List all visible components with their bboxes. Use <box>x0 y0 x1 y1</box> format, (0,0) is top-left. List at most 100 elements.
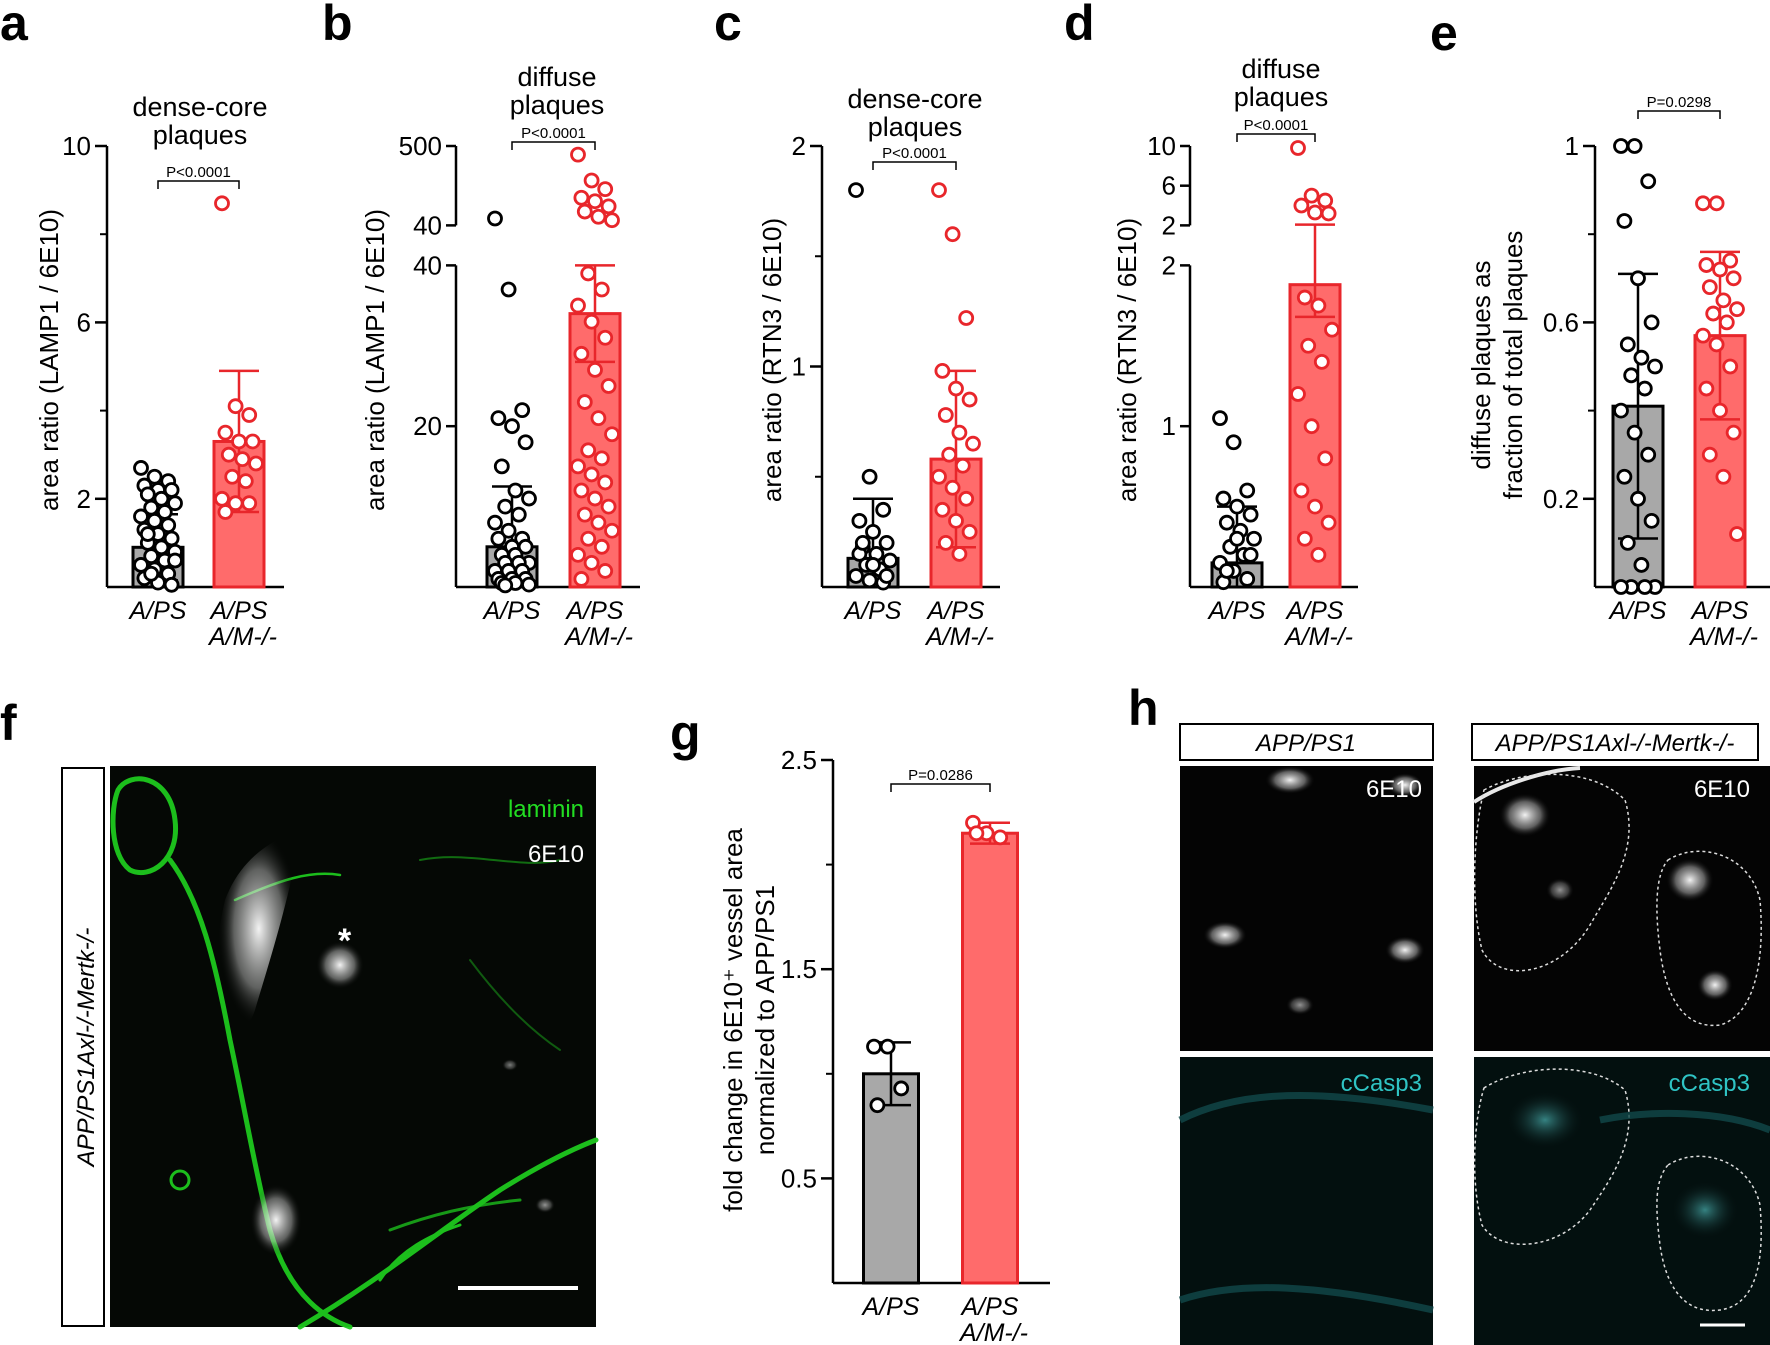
h-ccasp3-signal-2 <box>1670 1180 1740 1240</box>
e-pvalue-bracket <box>1637 110 1721 119</box>
h-col2-box <box>1471 723 1759 761</box>
laminin-vessel-main <box>167 857 353 1330</box>
b-category-label-2-2: A/M-/- <box>563 623 633 651</box>
b-point-2-1 <box>583 172 600 189</box>
g-bar-2 <box>961 831 1019 1285</box>
d-point-2-13 <box>1317 450 1334 467</box>
c-point-2-7 <box>951 424 968 441</box>
b-point-1-12 <box>500 522 517 539</box>
b-point-2-20 <box>580 442 597 459</box>
d-point-2-14 <box>1293 482 1310 499</box>
a-ylabel-1: area ratio (LAMP1 / 6E10) <box>34 209 64 511</box>
a-point-2-6 <box>220 446 237 463</box>
h-ccasp3-signal-1 <box>1505 1090 1585 1150</box>
c-point-2-15 <box>948 512 964 529</box>
6e10-speck-2 <box>502 1059 518 1071</box>
e-ylabel-1: diffuse plaques as <box>1466 260 1496 469</box>
b-point-2-5 <box>600 198 617 215</box>
c-point-2-5 <box>961 391 978 408</box>
e-point-2-14 <box>1698 380 1715 397</box>
d-category-label-2-2: A/M-/- <box>1283 623 1353 651</box>
d-point-2-3 <box>1293 197 1310 214</box>
d-ytick-label-0-1: 1 <box>1162 411 1176 441</box>
h-outline-4 <box>1656 1155 1762 1312</box>
a-point-2-5 <box>244 433 261 450</box>
e-ytick-label-1: 1 <box>1565 131 1579 161</box>
h-col1-box <box>1179 723 1434 761</box>
d-point-2-16 <box>1320 514 1337 531</box>
e-point-1-22 <box>1613 579 1629 595</box>
b-ytick-label-0-40: 40 <box>413 250 442 280</box>
e-point-1-21 <box>1636 579 1653 595</box>
d-point-2-15 <box>1307 498 1323 515</box>
c-point-2-10 <box>954 457 971 474</box>
g-point-1-3 <box>869 1097 886 1114</box>
e-point-2-16 <box>1725 424 1742 441</box>
b-point-2-4 <box>587 193 603 210</box>
c-point-1-0 <box>848 182 864 199</box>
h-tissue-band-2 <box>1178 1284 1434 1314</box>
laminin-branch-3 <box>419 856 561 864</box>
micrograph-h: APP/PS1 APP/PS1Axl-/-Mertk-/- <box>1178 723 1770 1345</box>
h-col2-label: APP/PS1Axl-/-Mertk-/- <box>1494 730 1735 757</box>
d-point-1-17 <box>1218 563 1235 579</box>
panel-label-e: e <box>1430 5 1458 61</box>
chart-g: fold change in 6E10⁺ vessel area normaliz… <box>718 745 1050 1345</box>
h-plaque-8 <box>1697 969 1733 1001</box>
b-ytick-label-1-40: 40 <box>413 210 442 240</box>
b-point-2-35 <box>597 563 614 579</box>
d-point-1-16 <box>1242 546 1259 563</box>
a-point-2-7 <box>234 451 251 468</box>
e-category-label-2-2: A/M-/- <box>1688 623 1758 651</box>
b-point-2-7 <box>590 208 607 225</box>
h-ccasp3-label-right: cCasp3 <box>1669 1070 1750 1097</box>
b-point-2-31 <box>580 530 597 547</box>
g-point-1-1 <box>879 1038 896 1055</box>
c-point-2-16 <box>961 523 978 540</box>
b-category-label-2-1: A/PS <box>565 597 624 625</box>
e-point-2-1 <box>1708 195 1725 212</box>
d-point-1-0 <box>1212 410 1228 427</box>
b-ylabel-1: area ratio (LAMP1 / 6E10) <box>360 209 390 511</box>
a-ytick-label-2: 2 <box>77 484 91 514</box>
d-ylabel-1: area ratio (RTN3 / 6E10) <box>1112 218 1142 502</box>
b-point-2-29 <box>590 514 607 531</box>
a-point-1-28 <box>139 526 156 542</box>
h-6e10-label-left: 6E10 <box>1366 776 1422 803</box>
h-6e10-label-right: 6E10 <box>1694 776 1750 803</box>
b-point-2-28 <box>576 506 593 523</box>
e-point-2-13 <box>1722 358 1739 375</box>
d-point-2-8 <box>1324 321 1340 338</box>
d-point-1-5 <box>1242 506 1259 523</box>
panel-label-c: c <box>714 0 742 51</box>
c-point-1-12 <box>861 572 878 589</box>
panel-label-a: a <box>0 0 29 51</box>
d-point-2-2 <box>1317 192 1334 209</box>
b-point-2-12 <box>583 313 600 330</box>
c-point-2-18 <box>951 546 968 562</box>
c-point-2-4 <box>948 380 964 397</box>
a-point-2-10 <box>237 473 254 490</box>
6e10-vessel-deposit-lower <box>250 1184 302 1256</box>
a-point-1-0 <box>133 460 149 476</box>
b-point-1-1 <box>500 281 517 298</box>
e-point-2-12 <box>1708 336 1725 353</box>
b-point-2-11 <box>570 297 586 314</box>
b-point-2-8 <box>604 212 620 229</box>
c-point-2-14 <box>934 501 951 518</box>
b-point-1-6 <box>493 458 510 475</box>
c-category-label-1-1: A/PS <box>843 597 902 625</box>
g-ytick-label-1.5: 1.5 <box>781 954 817 984</box>
b-point-1-8 <box>521 490 537 507</box>
a-point-1-11 <box>133 508 149 525</box>
e-point-1-9 <box>1623 367 1640 384</box>
a-point-2-3 <box>217 424 234 441</box>
b-point-1-9 <box>497 498 514 515</box>
d-point-2-18 <box>1310 546 1327 563</box>
c-point-2-13 <box>958 490 975 507</box>
a-ytick-label-10: 10 <box>62 131 91 161</box>
h-plaque-4 <box>1385 936 1425 964</box>
